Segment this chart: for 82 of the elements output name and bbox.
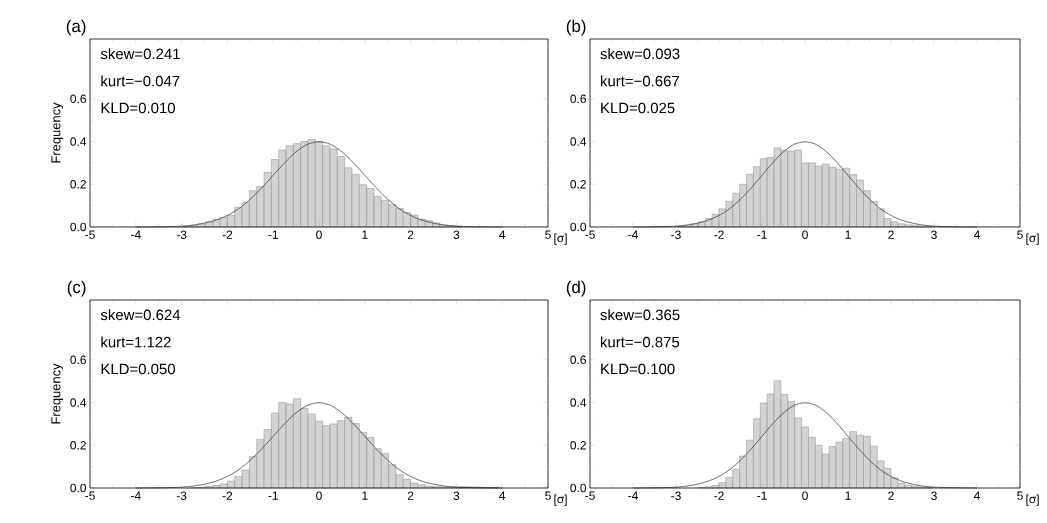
y-tick-label: 0.4	[70, 137, 87, 146]
chart-title: (b)	[566, 19, 586, 36]
x-tick-label: 5	[545, 491, 551, 500]
x-tick-label: 1	[362, 230, 368, 239]
x-tick-label: 4	[973, 230, 980, 239]
annotation: kurt=−0.047	[101, 75, 180, 87]
y-axis-title: Frequency	[51, 102, 64, 163]
y-tick-label: 0.0	[570, 483, 587, 493]
x-tick-label: 5	[545, 230, 551, 239]
x-tick-label: 0	[316, 491, 322, 500]
x-tick-label: 0	[316, 230, 322, 239]
x-tick-label: -4	[131, 230, 141, 239]
x-tick-label: 1	[362, 491, 368, 500]
y-tick-label: 0.6	[70, 355, 86, 365]
annotation: KLD=0.025	[601, 102, 675, 114]
x-tick-label: -2	[222, 230, 233, 239]
annotation: skew=0.365	[600, 309, 680, 321]
x-tick-label: -5	[585, 491, 595, 500]
x-axis-title: [σ]	[1026, 233, 1039, 245]
x-tick-label: -1	[757, 491, 767, 500]
x-tick-label: -1	[268, 230, 278, 239]
x-tick-label: 4	[499, 491, 506, 500]
x-tick-label: -5	[85, 491, 95, 500]
x-tick-label: 2	[888, 230, 894, 239]
x-tick-label: 3	[931, 230, 937, 239]
x-tick-label: 3	[453, 491, 460, 500]
x-tick-label: -3	[176, 230, 187, 239]
annotation: skew=0.624	[100, 309, 181, 321]
x-tick-label: 5	[1017, 230, 1023, 239]
y-tick-label: 0.6	[570, 355, 586, 365]
x-tick-label: -1	[268, 491, 278, 500]
y-tick-label: 0.2	[70, 441, 86, 450]
x-tick-label: -2	[714, 230, 724, 239]
x-tick-label: 3	[931, 491, 937, 500]
annotation: KLD=0.050	[101, 363, 175, 375]
x-tick-label: 4	[973, 491, 980, 500]
annotation: kurt=−0.667	[600, 75, 679, 87]
x-tick-label: -3	[671, 491, 681, 500]
x-tick-label: -5	[85, 230, 95, 239]
x-tick-label: -4	[131, 491, 141, 500]
y-tick-label: 0.6	[570, 94, 586, 104]
chart-title: (d)	[566, 280, 586, 297]
x-axis-title: [σ]	[554, 233, 567, 245]
x-tick-label: 2	[407, 230, 414, 239]
y-tick-label: 0.4	[70, 398, 87, 407]
x-tick-label: 2	[888, 491, 894, 500]
y-tick-label: 0.4	[570, 137, 587, 146]
x-tick-label: 0	[802, 230, 808, 239]
chart-title: (a)	[66, 19, 86, 36]
y-tick-label: 0.0	[70, 483, 87, 493]
x-tick-label: 2	[407, 491, 414, 500]
x-axis-title: [σ]	[554, 494, 567, 506]
y-tick-label: 0.0	[570, 222, 587, 232]
x-tick-label: -2	[714, 491, 724, 500]
x-tick-label: 5	[1017, 491, 1023, 500]
y-tick-label: 0.6	[70, 94, 86, 104]
y-tick-label: 0.4	[570, 398, 587, 407]
x-tick-label: 4	[499, 230, 506, 239]
annotation: kurt=−0.875	[600, 336, 680, 348]
y-tick-label: 0.0	[70, 222, 87, 232]
y-axis-title: Frequency	[51, 363, 64, 424]
x-tick-label: -1	[757, 230, 767, 239]
x-tick-label: -3	[176, 491, 187, 500]
x-tick-label: -4	[628, 230, 638, 239]
x-tick-label: 0	[802, 491, 808, 500]
annotation: kurt=1.122	[101, 336, 171, 348]
y-tick-label: 0.2	[570, 441, 586, 450]
chart-title: (c)	[67, 280, 86, 297]
annotation: skew=0.093	[600, 48, 680, 60]
x-tick-label: -2	[222, 491, 233, 500]
x-tick-label: -5	[585, 230, 595, 239]
y-tick-label: 0.2	[570, 180, 586, 189]
annotation: KLD=0.010	[101, 102, 175, 114]
annotation: KLD=0.100	[601, 363, 675, 375]
x-tick-label: -3	[671, 230, 681, 239]
x-tick-label: 1	[845, 230, 851, 239]
x-axis-title: [σ]	[1026, 494, 1039, 506]
x-tick-label: -4	[628, 491, 638, 500]
x-tick-label: 3	[453, 230, 460, 239]
x-tick-label: 1	[845, 491, 851, 500]
annotation: skew=0.241	[100, 48, 180, 60]
y-tick-label: 0.2	[70, 180, 86, 189]
